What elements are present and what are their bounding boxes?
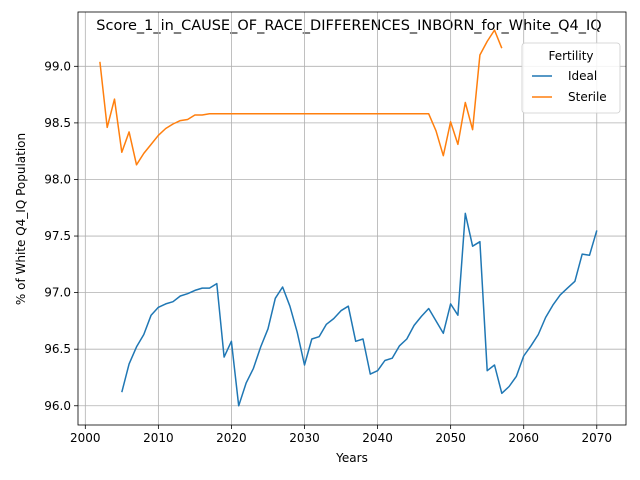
legend-label-sterile: Sterile: [568, 90, 607, 104]
legend-box: [521, 42, 621, 114]
x-axis-label: Years: [335, 451, 368, 465]
x-tick-label: 2020: [216, 431, 247, 445]
y-tick-label: 97.0: [44, 286, 71, 300]
legend-label-ideal: Ideal: [568, 69, 597, 83]
series-line-ideal: [121, 212, 598, 407]
y-tick-label: 98.0: [44, 172, 71, 186]
y-tick-label: 99.0: [44, 59, 71, 73]
y-tick-label: 97.5: [44, 229, 71, 243]
x-tick-label: 2040: [362, 431, 393, 445]
y-tick-label: 96.5: [44, 342, 71, 356]
x-tick-label: 2010: [143, 431, 174, 445]
legend: Fertility Ideal Sterile: [521, 42, 621, 114]
legend-title: Fertility: [548, 49, 593, 63]
y-axis-label: % of White Q4_IQ Population: [14, 133, 28, 305]
ticks: 2000 2010 2020 2030 2040 2050 2060 2070 96.0 96.5…: [44, 59, 612, 445]
series-layer: [99, 29, 598, 407]
x-tick-label: 2050: [435, 431, 466, 445]
y-tick-label: 98.5: [44, 116, 71, 130]
x-tick-label: 2030: [289, 431, 320, 445]
x-tick-label: 2000: [70, 431, 101, 445]
x-tick-label: 2060: [508, 431, 539, 445]
series-line-sterile: [99, 29, 503, 166]
y-tick-label: 96.0: [44, 399, 71, 413]
chart-title: Score_1_in_CAUSE_OF_RACE_DIFFERENCES_INB…: [96, 18, 601, 34]
plot-frame: [77, 11, 627, 426]
x-tick-label: 2070: [581, 431, 612, 445]
